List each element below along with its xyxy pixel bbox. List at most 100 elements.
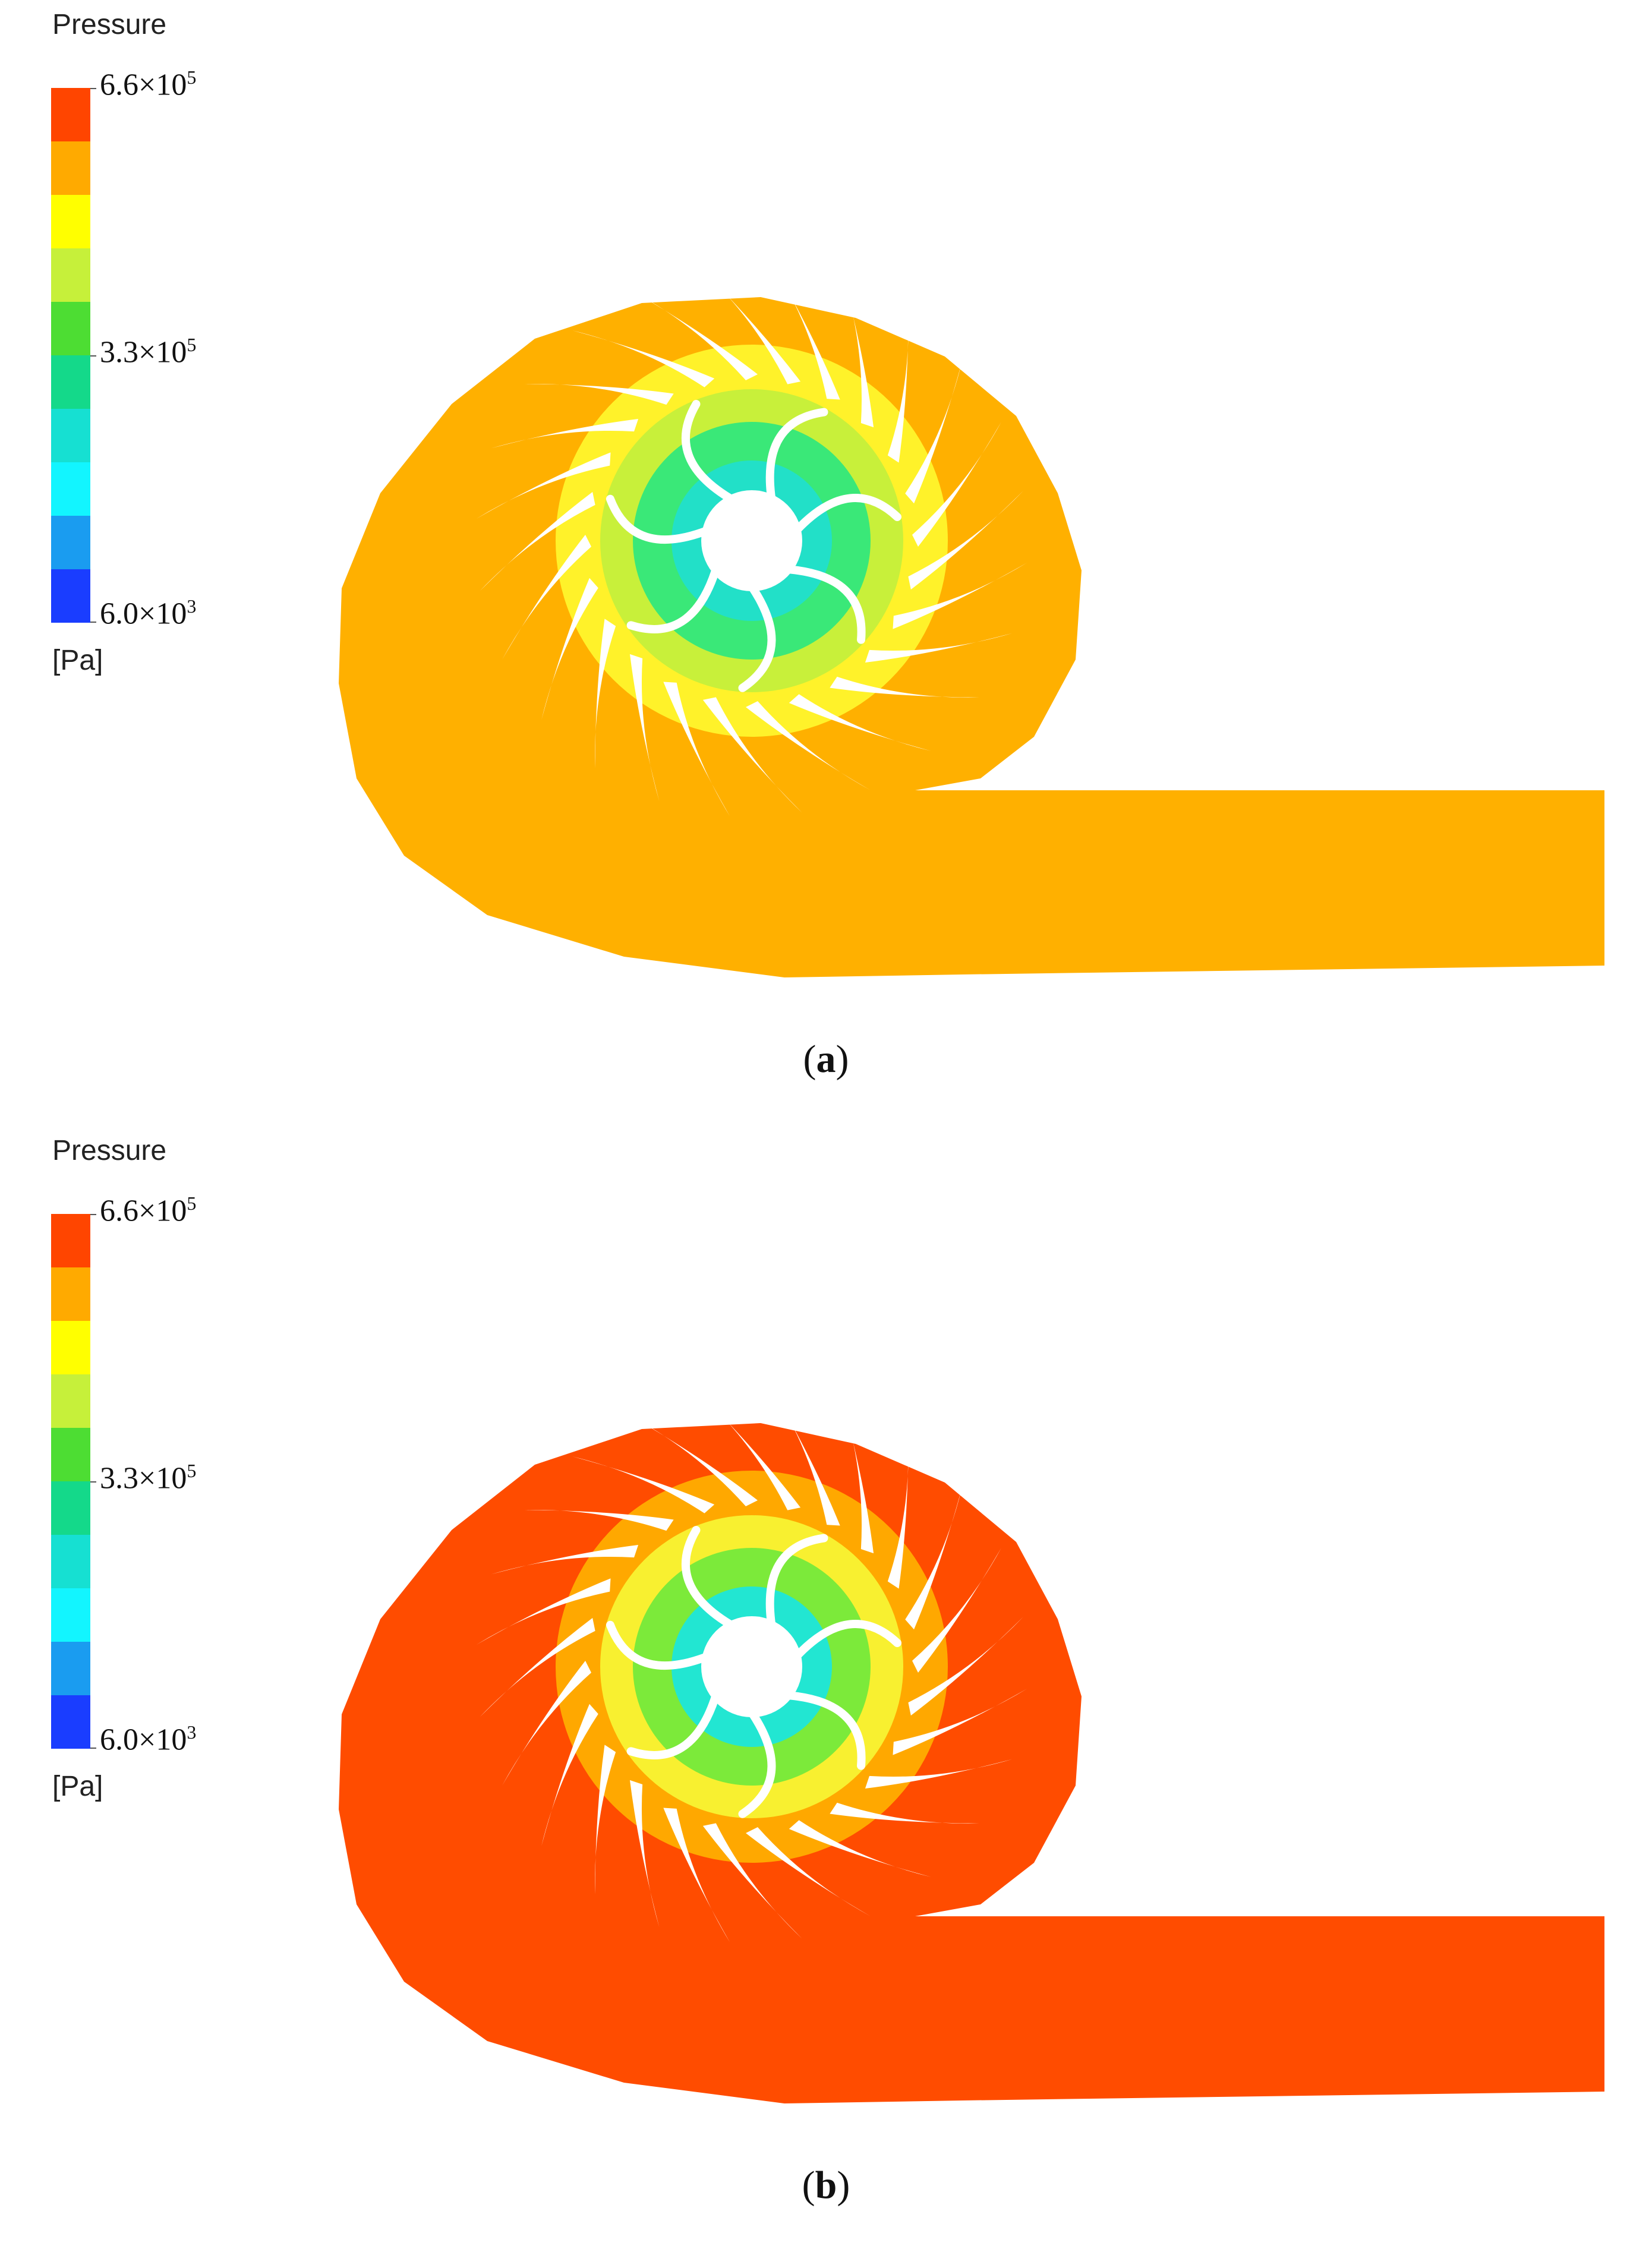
pump-pressure-contour (339, 1391, 1604, 2103)
colorbar-tick-max (90, 88, 96, 89)
guide-vane-shape (629, 654, 660, 802)
colorbar-mid-label: 3.3×105 (100, 1460, 197, 1496)
guide-vane-shape (541, 1704, 598, 1846)
guide-vane (541, 578, 598, 720)
guide-vane (595, 1745, 616, 1895)
guide-vane (480, 491, 595, 591)
colorbar-band (51, 1321, 90, 1374)
colorbar-mid-label: 3.3×105 (100, 334, 197, 370)
guide-vane (908, 490, 1024, 590)
impeller-hub (701, 490, 802, 591)
colorbar-band (51, 1642, 90, 1695)
impeller-blade (738, 1697, 776, 1818)
guide-vane-shape (887, 1439, 909, 1589)
guide-vane-shape (663, 1808, 730, 1942)
guide-vane-shape (502, 535, 591, 660)
legend-unit: [Pa] (52, 645, 103, 676)
guide-vane (789, 694, 931, 751)
impeller-blade (626, 1678, 724, 1759)
guide-vane (746, 701, 871, 790)
guide-vane (491, 418, 639, 449)
colorbar-band (51, 1695, 90, 1749)
guide-vane-shape (773, 1391, 840, 1526)
guide-vane (480, 1617, 595, 1717)
guide-vane (701, 1395, 801, 1510)
colorbar-band (51, 302, 90, 355)
guide-vane-shape (905, 1487, 962, 1630)
guide-vane (502, 535, 591, 660)
colorbar-band (51, 1374, 90, 1428)
guide-vane (789, 1820, 931, 1877)
colorbar-max-label: 6.6×105 (100, 1193, 197, 1228)
guide-vane (844, 1406, 874, 1554)
guide-vane-shape (844, 280, 874, 428)
colorbar-max-label: 6.6×105 (100, 67, 197, 102)
guide-vane (746, 1827, 871, 1916)
volute-casing (339, 1423, 1604, 2103)
guide-vane (887, 313, 909, 463)
guide-vane (830, 1802, 980, 1824)
guide-vane-shape (480, 1617, 595, 1717)
colorbar-band (51, 1481, 90, 1535)
impeller-blade (681, 1526, 748, 1636)
guide-vane-shape (595, 619, 616, 769)
guide-vane (865, 1759, 1013, 1789)
colorbar-band (51, 1535, 90, 1588)
guide-vane (595, 619, 616, 769)
guide-vane (629, 654, 660, 802)
impeller-blade (606, 494, 724, 544)
colorbar-band (51, 462, 90, 516)
guide-vane-shape (629, 1780, 660, 1928)
colorbar-band (51, 1214, 90, 1267)
guide-vane-shape (789, 1820, 931, 1877)
guide-vane-shape (893, 562, 1027, 629)
guide-vane-shape (830, 676, 980, 698)
legend-unit: [Pa] (52, 1771, 103, 1802)
guide-vane (912, 422, 1001, 547)
guide-vane (702, 697, 802, 813)
guide-vane (844, 280, 874, 428)
colorbar-band (51, 569, 90, 623)
guide-vane-shape (905, 361, 962, 504)
guide-vane (572, 1456, 715, 1513)
guide-vane (663, 1808, 730, 1942)
guide-vane (701, 269, 801, 384)
colorbar-tick-max (90, 1214, 96, 1215)
guide-vane (476, 1578, 611, 1645)
pump-pressure-contour (339, 265, 1604, 977)
guide-vane-shape (702, 1823, 802, 1939)
guide-vane-shape (887, 313, 909, 463)
guide-vane-shape (908, 1616, 1024, 1716)
impeller-blade (765, 408, 828, 518)
guide-vane-shape (524, 1510, 674, 1531)
guide-vane (524, 384, 674, 405)
guide-vane-shape (912, 422, 1001, 547)
guide-vane (887, 1439, 909, 1589)
guide-vane-shape (595, 1745, 616, 1895)
figure-caption: (b) (802, 2163, 850, 2207)
guide-vane (773, 1391, 840, 1526)
guide-vane-shape (746, 1827, 871, 1916)
guide-vane-shape (701, 1395, 801, 1510)
guide-vane-shape (746, 701, 871, 790)
pressure-colorbar (51, 1214, 90, 1749)
guide-vane-shape (773, 265, 840, 400)
guide-vane-shape (912, 1548, 1001, 1673)
colorbar-band (51, 88, 90, 141)
guide-vane (524, 1510, 674, 1531)
impeller-hub (701, 1616, 802, 1717)
colorbar-tick-min (90, 622, 96, 623)
guide-vane (912, 1548, 1001, 1673)
colorbar-band (51, 195, 90, 248)
guide-vane-shape (701, 269, 801, 384)
impeller-blade (681, 400, 748, 510)
colorbar-band (51, 1428, 90, 1481)
guide-vane-shape (502, 1661, 591, 1786)
guide-vane-shape (491, 418, 639, 449)
guide-vane-shape (830, 1802, 980, 1824)
guide-vane-shape (572, 330, 715, 387)
colorbar-min-label: 6.0×103 (100, 1721, 197, 1757)
legend-title: Pressure (52, 9, 167, 40)
guide-vane-shape (893, 1688, 1027, 1755)
colorbar-band (51, 1267, 90, 1321)
